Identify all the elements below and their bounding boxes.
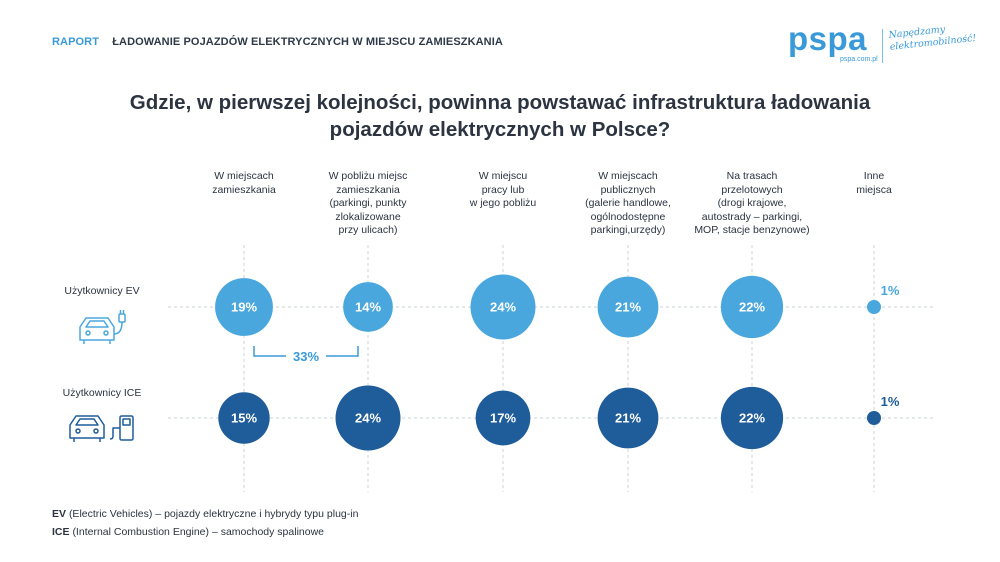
bracket-left <box>254 346 286 356</box>
data-label: 1% <box>881 394 900 409</box>
data-label: 17% <box>490 411 516 426</box>
bubble-chart: 19% 14% 24% 21% 22% 1% 15% 24% 17% 21% 22% 1% 33% <box>0 0 1000 562</box>
bracket-right <box>326 346 358 356</box>
data-label: 19% <box>231 300 257 315</box>
data-label: 22% <box>739 411 765 426</box>
data-label: 1% <box>881 283 900 298</box>
footnote-ice-description: – samochody spalinowe <box>212 526 324 538</box>
data-label: 24% <box>490 300 516 315</box>
data-label: 21% <box>615 411 641 426</box>
bubble <box>867 411 881 425</box>
footnote-ev: EV (Electric Vehicles) – pojazdy elektry… <box>52 508 358 520</box>
bracket-label: 33% <box>293 349 319 364</box>
footnote-ice-abbr: ICE <box>52 526 70 538</box>
footnote-ev-expansion: (Electric Vehicles) <box>69 508 152 520</box>
footnote-ev-abbr: EV <box>52 508 66 520</box>
data-label: 24% <box>355 411 381 426</box>
footnote-ice-expansion: (Internal Combustion Engine) <box>72 526 209 538</box>
data-label: 14% <box>355 300 381 315</box>
footnote-ice: ICE (Internal Combustion Engine) – samoc… <box>52 526 324 538</box>
electric-car-icon <box>80 310 125 344</box>
fuel-car-icon <box>70 416 133 442</box>
footnote-ev-description: – pojazdy elektryczne i hybrydy typu plu… <box>155 508 358 520</box>
data-label: 22% <box>739 300 765 315</box>
data-label: 21% <box>615 300 641 315</box>
data-label: 15% <box>231 411 257 426</box>
bubble <box>867 300 881 314</box>
